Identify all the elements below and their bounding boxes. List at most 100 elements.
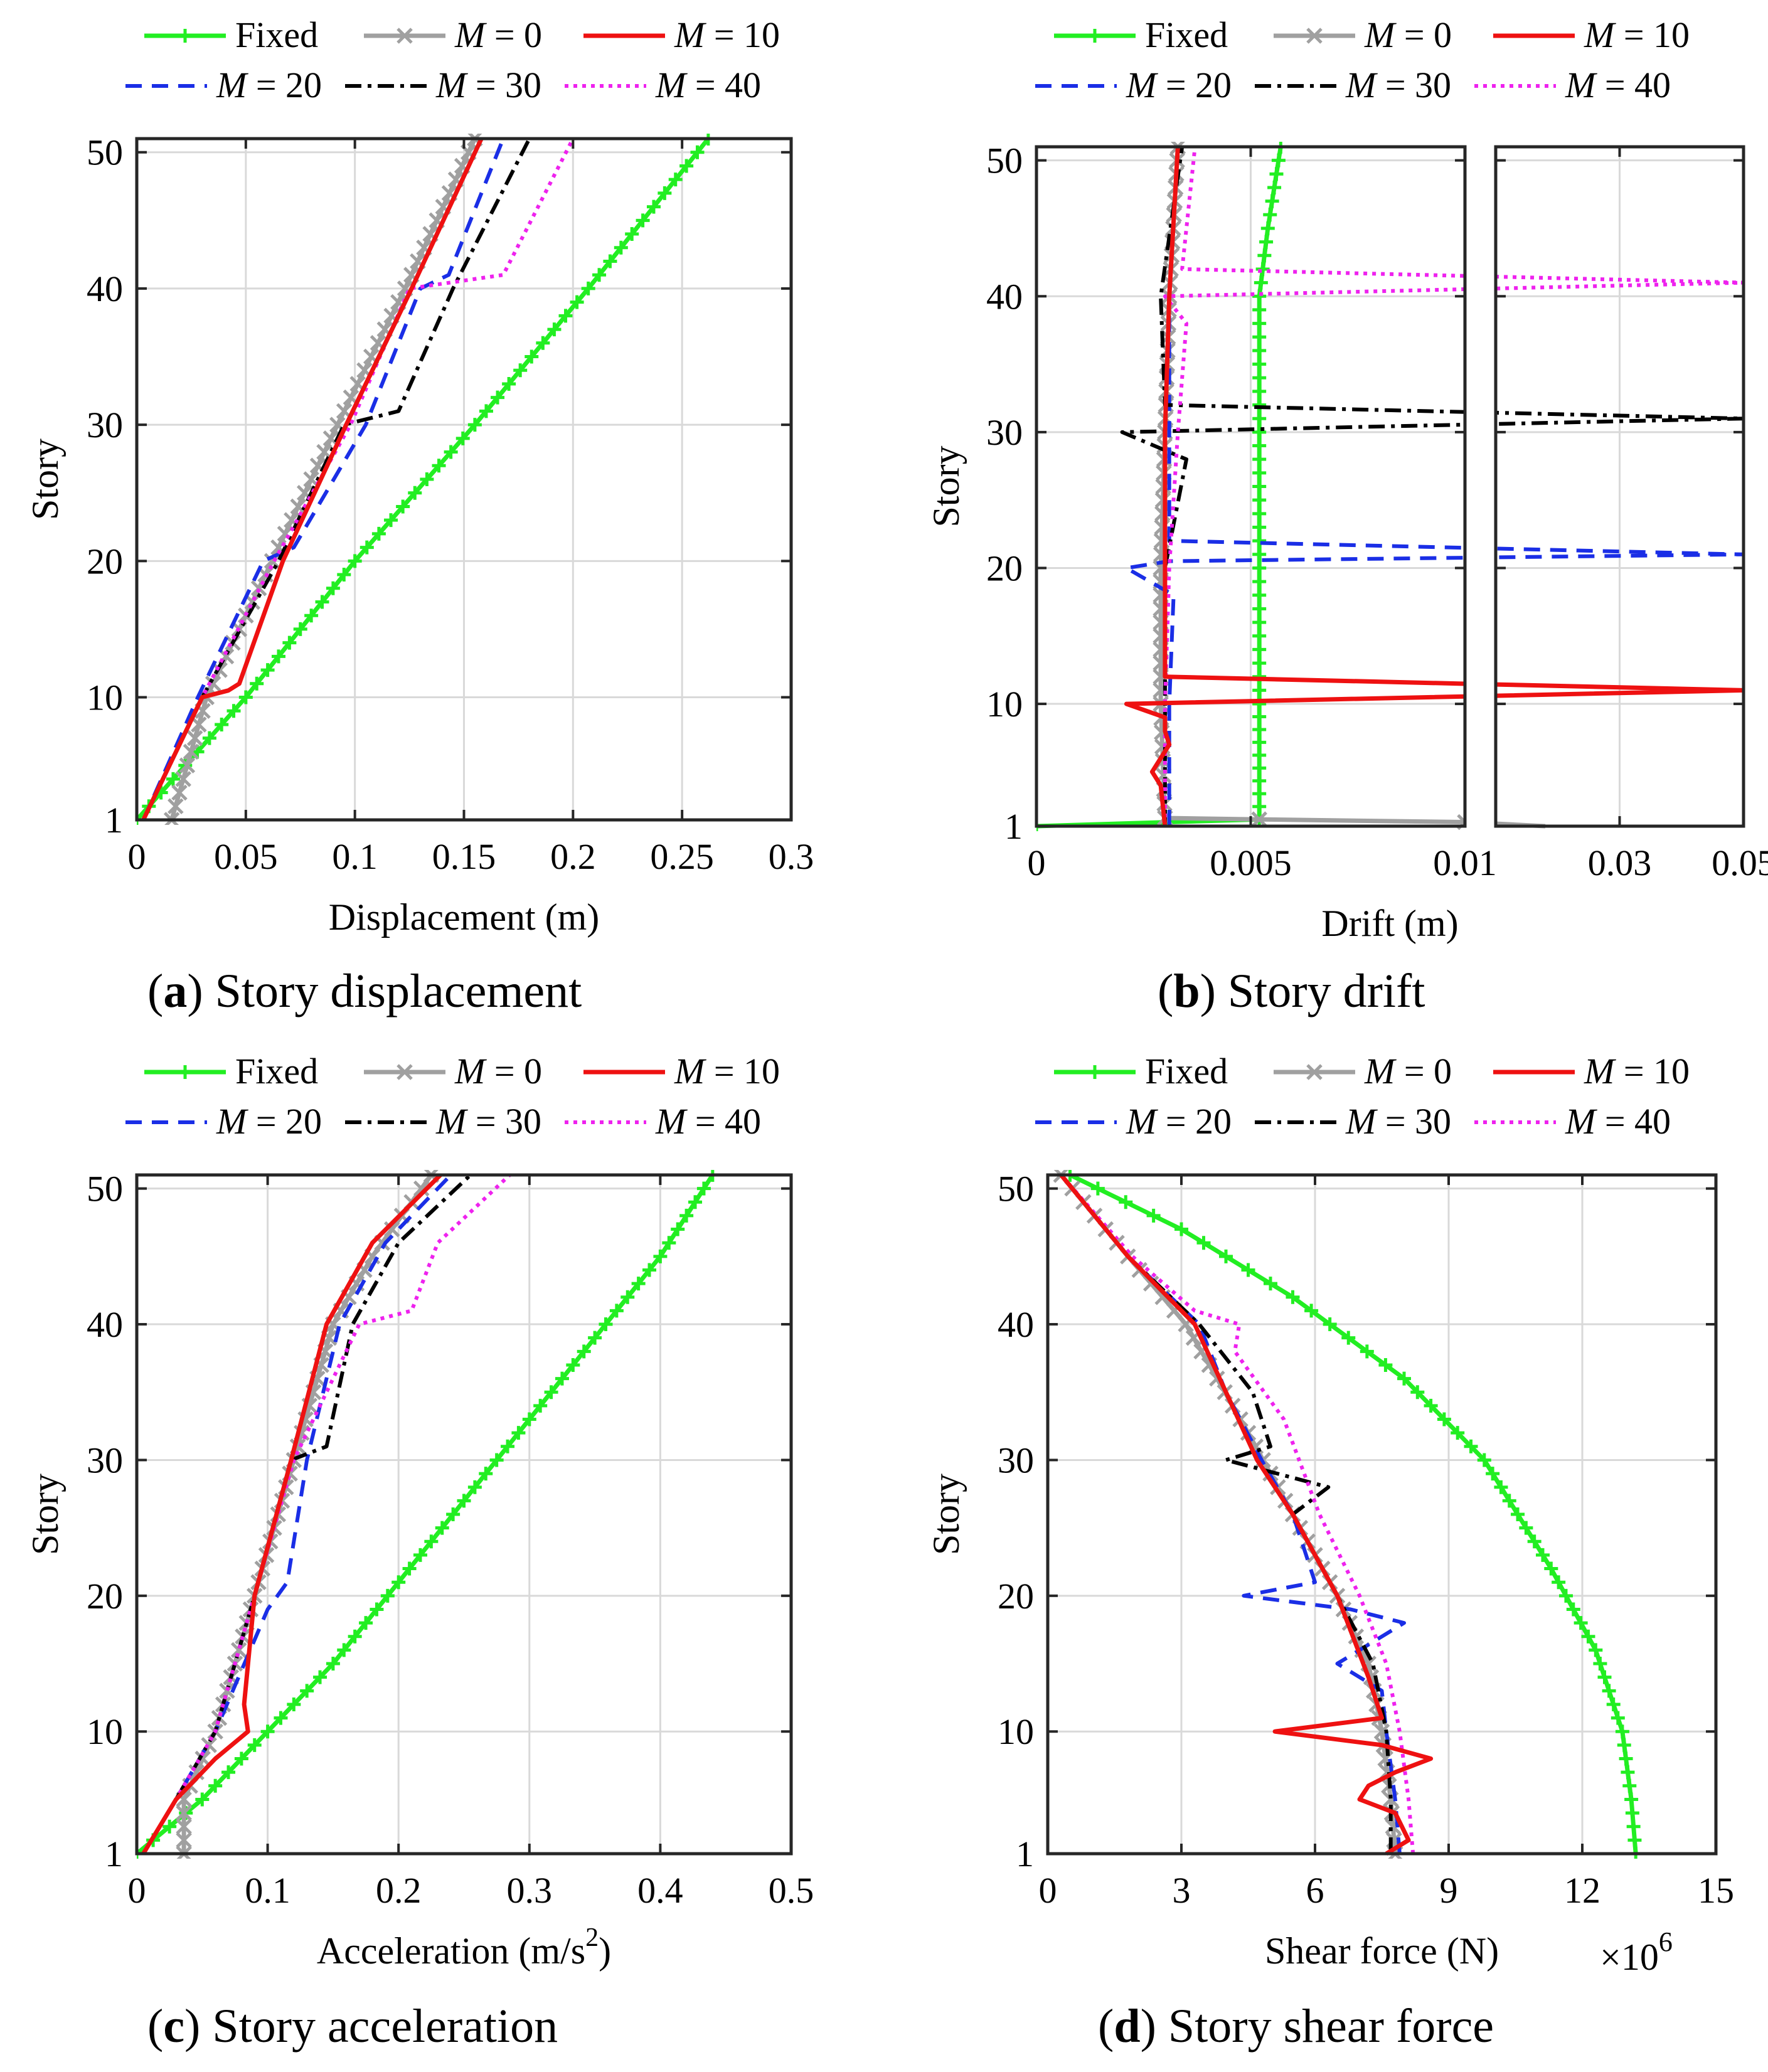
x-tick-label: 0 — [128, 1870, 146, 1911]
legend-entry-m10: M = 10 — [1493, 1051, 1690, 1092]
x-tick-label: 0.01 — [1433, 842, 1497, 883]
legend-val: = 0 — [485, 14, 542, 55]
data-point-fixed — [646, 199, 661, 214]
data-point-fixed — [413, 1548, 427, 1562]
data-point-fixed — [1254, 275, 1268, 290]
legend-entry-fixed: Fixed — [144, 14, 318, 55]
data-point-fixed — [247, 1738, 262, 1752]
data-point-fixed — [1437, 1412, 1451, 1426]
data-point-fixed — [1286, 1290, 1300, 1304]
caption-paren: ) — [184, 2000, 212, 2053]
data-point-fixed — [1621, 1765, 1635, 1780]
data-point-fixed — [234, 1751, 248, 1766]
caption-text: Story displacement — [215, 965, 582, 1017]
data-point-fixed — [1360, 1344, 1374, 1359]
data-point-fixed — [315, 595, 329, 609]
data-point-fixed — [1574, 1616, 1588, 1630]
data-point-m0 — [219, 1682, 235, 1699]
series-line-m20 — [1124, 146, 1465, 826]
data-point-fixed — [1252, 302, 1267, 317]
legend-entry-m20: M = 20 — [1035, 65, 1232, 105]
x-axis-label: Drift (m) — [1321, 903, 1458, 944]
legend-var: M — [1565, 1101, 1597, 1142]
caption-c: (c) Story acceleration — [147, 2000, 558, 2053]
data-point-fixed — [696, 1181, 711, 1196]
data-point-fixed — [581, 281, 595, 295]
data-point-fixed — [1252, 371, 1267, 385]
y-tick-label: 40 — [998, 1304, 1034, 1345]
series-m20-b — [1124, 146, 1465, 826]
legend-entry-m10: M = 10 — [1493, 14, 1690, 55]
data-point-fixed — [420, 472, 434, 486]
data-point-fixed — [1451, 1426, 1465, 1440]
x-axis-label-text: Drift (m) — [1321, 903, 1458, 944]
data-point-fixed — [348, 1629, 362, 1644]
data-point-m0 — [205, 676, 221, 692]
data-point-fixed — [1494, 1480, 1508, 1494]
series-line-m10 — [141, 137, 484, 821]
data-point-fixed — [1323, 1317, 1337, 1332]
x-tick-label: 0.2 — [376, 1870, 422, 1911]
legend-val: = 30 — [1376, 65, 1451, 105]
data-point-fixed — [1252, 425, 1267, 439]
data-point-fixed — [662, 1236, 676, 1250]
data-point-fixed — [501, 1439, 515, 1453]
data-point-fixed — [1619, 1751, 1633, 1766]
legend-var: M — [1345, 1101, 1378, 1142]
data-point-fixed — [614, 240, 628, 255]
data-point-fixed — [326, 1657, 340, 1671]
data-point-fixed — [558, 309, 573, 323]
data-point-fixed — [1252, 683, 1267, 698]
x-axis-label: Shear force (N) — [1265, 1930, 1499, 1972]
y-axis-label: Story — [24, 1474, 66, 1555]
data-point-m0 — [1142, 1275, 1159, 1292]
caption-b: (b) Story drift — [1158, 965, 1425, 1017]
data-point-fixed — [1627, 1833, 1642, 1847]
data-point-fixed — [555, 1371, 569, 1386]
x-axis-label-text: Acceleration (m/s — [317, 1930, 585, 1972]
data-point-fixed — [1552, 1575, 1566, 1590]
data-point-fixed — [1252, 479, 1267, 494]
data-point-fixed — [1486, 1467, 1500, 1481]
legend-label-m20: M = 20 — [1126, 1101, 1232, 1142]
data-point-fixed — [1615, 1724, 1629, 1739]
data-point-fixed — [1252, 547, 1267, 561]
data-point-fixed — [620, 1290, 635, 1304]
legend-val: = 0 — [485, 1051, 542, 1092]
data-point-fixed — [274, 1711, 288, 1725]
series-line-m10 — [141, 1173, 442, 1855]
data-point-fixed — [577, 1344, 591, 1359]
legend-label-m30: M = 30 — [435, 65, 541, 105]
x-axis-label-sup: 2 — [585, 1923, 599, 1952]
data-point-fixed — [402, 1561, 417, 1576]
data-point-fixed — [1219, 1249, 1233, 1263]
data-point-m0 — [186, 730, 203, 746]
x-tick-label: 6 — [1306, 1870, 1324, 1911]
x-tick-label: 0.4 — [637, 1870, 683, 1911]
legend-label-m10: M = 10 — [674, 1051, 780, 1092]
caption-paren: ( — [147, 2000, 163, 2053]
data-point-fixed — [1566, 1602, 1580, 1617]
data-point-fixed — [1464, 1439, 1478, 1453]
legend-var: M — [674, 14, 706, 55]
legend-label-m30: M = 30 — [435, 1101, 541, 1142]
legend-val: = 10 — [705, 1051, 780, 1092]
y-tick-label: 50 — [998, 1169, 1034, 1209]
data-point-fixed — [491, 390, 505, 405]
data-point-fixed — [1269, 167, 1284, 181]
data-point-fixed — [1624, 1792, 1639, 1807]
caption-letter: a — [163, 965, 187, 1017]
x-tick-label: 0.1 — [245, 1870, 290, 1911]
data-point-fixed — [313, 1670, 328, 1684]
data-point-fixed — [1304, 1304, 1319, 1318]
y-axis-label: Story — [925, 1474, 967, 1555]
data-point-fixed — [1264, 1277, 1277, 1291]
data-point-m0 — [188, 1764, 205, 1780]
caption-letter: b — [1173, 965, 1200, 1017]
legend-label-fixed: Fixed — [235, 14, 318, 55]
data-point-fixed — [1252, 357, 1267, 371]
data-point-fixed — [636, 213, 650, 228]
data-point-fixed — [1581, 1629, 1595, 1644]
data-point-fixed — [642, 1263, 657, 1277]
